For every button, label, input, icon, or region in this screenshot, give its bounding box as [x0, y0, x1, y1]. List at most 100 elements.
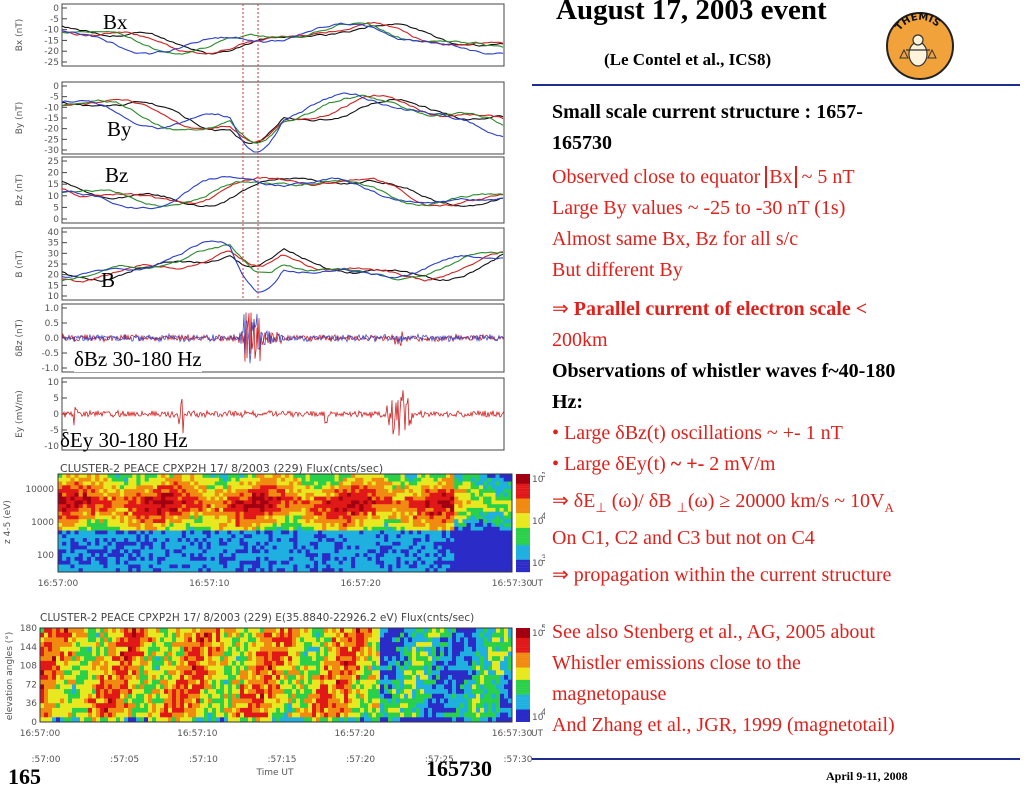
- spectrogram2-cell: [356, 628, 361, 634]
- spectrogram1-cell: [404, 492, 410, 497]
- spectrogram1-cell: [309, 489, 315, 494]
- spectrogram1-cell: [342, 500, 348, 505]
- spectrogram1-cell: [330, 538, 335, 543]
- spectrogram1-cell: [285, 568, 290, 573]
- spectrogram1-cell: [441, 541, 447, 546]
- spectrogram2-cell: [176, 665, 181, 671]
- spectrogram1-cell: [144, 538, 150, 543]
- spectrogram2-cell: [44, 698, 49, 704]
- spectrogram1-cell: [388, 474, 393, 479]
- spectrogram2-cell: [276, 651, 281, 657]
- spectrogram1-cell: [474, 511, 480, 516]
- spectrogram1-cell: [495, 519, 500, 524]
- spectrogram1-cell: [223, 519, 228, 524]
- spectrogram2-cell: [96, 703, 101, 709]
- spectrogram1-cell: [128, 534, 133, 539]
- spectrogram2-cell: [124, 656, 129, 662]
- spectrogram1-cell: [111, 564, 117, 569]
- spectrogram1-cell: [219, 568, 224, 573]
- spectrogram2-cell: [84, 660, 89, 666]
- spectrogram1-cell: [272, 519, 278, 524]
- spectrogram1-cell: [152, 500, 158, 505]
- spectrogram1-cell: [214, 481, 220, 486]
- spectrogram2-cell: [248, 689, 253, 695]
- spectrogram1-cell: [297, 500, 302, 505]
- spectrogram1-cell: [173, 545, 179, 550]
- spectrogram2-cell: [388, 656, 393, 662]
- spectrogram1-cell: [115, 515, 121, 520]
- spectrogram1-cell: [214, 496, 220, 501]
- spectrogram2-cell: [396, 675, 401, 681]
- spectrogram1-cell: [491, 556, 496, 562]
- spectrogram2-cell: [400, 675, 405, 681]
- spectrogram2-cell: [124, 632, 129, 638]
- spectrogram1-cell: [479, 481, 484, 486]
- b-tick-label: 25: [48, 260, 59, 270]
- spectrogram1-cell: [301, 523, 306, 528]
- spectrogram1-cell: [458, 504, 463, 509]
- spectrogram1-cell: [206, 474, 212, 479]
- spectrogram1-cell: [318, 553, 323, 558]
- spectrogram1-cell: [247, 560, 253, 565]
- spectrogram2-cell: [104, 679, 109, 685]
- spectrogram1-cell: [190, 541, 195, 546]
- spectrogram1-cell: [252, 489, 257, 494]
- spectrogram1-cell: [252, 500, 257, 505]
- spectrogram1-cell: [326, 481, 331, 486]
- dbz-tick-label: -1.0: [41, 364, 59, 374]
- spectrogram1-cell: [491, 560, 496, 565]
- spectrogram1-cell: [429, 485, 434, 490]
- spectrogram2-cell: [140, 670, 145, 676]
- spectrogram1-cell: [289, 489, 294, 494]
- spectrogram2-cell: [56, 693, 61, 699]
- spectrogram1-cell: [161, 489, 166, 494]
- spectrogram1-cell: [95, 560, 100, 565]
- spectrogram1-cell: [256, 568, 261, 573]
- spectrogram2-cell: [384, 684, 389, 690]
- spectrogram1-cell: [421, 534, 426, 539]
- spectrogram1-cell: [396, 545, 401, 550]
- spectrogram2-cell: [268, 707, 273, 713]
- spectrogram1-cell: [408, 549, 414, 554]
- spectrogram2-cell: [368, 637, 373, 643]
- spectrogram2-cell: [292, 628, 297, 634]
- spectrogram1-cell: [119, 556, 125, 562]
- spectrogram2-cell: [212, 717, 217, 723]
- spectrogram1-cell: [384, 523, 389, 528]
- spectrogram2-cell: [376, 689, 381, 695]
- spectrogram2-cell: [280, 707, 285, 713]
- spectrogram1-cell: [194, 481, 199, 486]
- spectrogram2-cell: [252, 675, 257, 681]
- spectrogram1-cell: [491, 492, 496, 497]
- spectrogram2-cell: [108, 656, 113, 662]
- spectrogram1-cell: [371, 519, 377, 524]
- spectrogram2-cell: [76, 684, 81, 690]
- spectrogram1-cell: [359, 549, 364, 554]
- spectrogram1-cell: [202, 474, 207, 479]
- spectrogram1-cell: [107, 477, 112, 482]
- spectrogram1-cell: [247, 534, 253, 539]
- spectrogram1-cell: [417, 507, 422, 513]
- spectrogram1-cbar-cell: [516, 510, 530, 514]
- spectrogram1-cell: [346, 507, 352, 513]
- spectrogram1-cell: [433, 560, 439, 565]
- spectrogram2-cell: [120, 642, 125, 648]
- spectrogram1-cell: [103, 492, 108, 497]
- spectrogram1-cell: [429, 474, 434, 479]
- spectrogram1-cell: [264, 538, 269, 543]
- spectrogram2-cell: [292, 679, 297, 685]
- spectrogram2-cell: [272, 675, 277, 681]
- spectrogram1-cell: [495, 556, 500, 562]
- spectrogram2-cell: [424, 675, 429, 681]
- spectrogram1-cell: [280, 526, 286, 531]
- spectrogram1-cell: [119, 545, 125, 550]
- spectrogram2-cell: [204, 628, 209, 634]
- spectrogram1-cell: [239, 541, 245, 546]
- spectrogram2-cell: [140, 689, 145, 695]
- spectrogram1-cell: [91, 530, 96, 535]
- spectrogram2-cell: [80, 651, 85, 657]
- spectrogram1-cell: [285, 511, 290, 516]
- spectrogram1-cell: [285, 549, 290, 554]
- spectrogram1-cell: [318, 489, 323, 494]
- spectrogram1-cell: [330, 474, 335, 479]
